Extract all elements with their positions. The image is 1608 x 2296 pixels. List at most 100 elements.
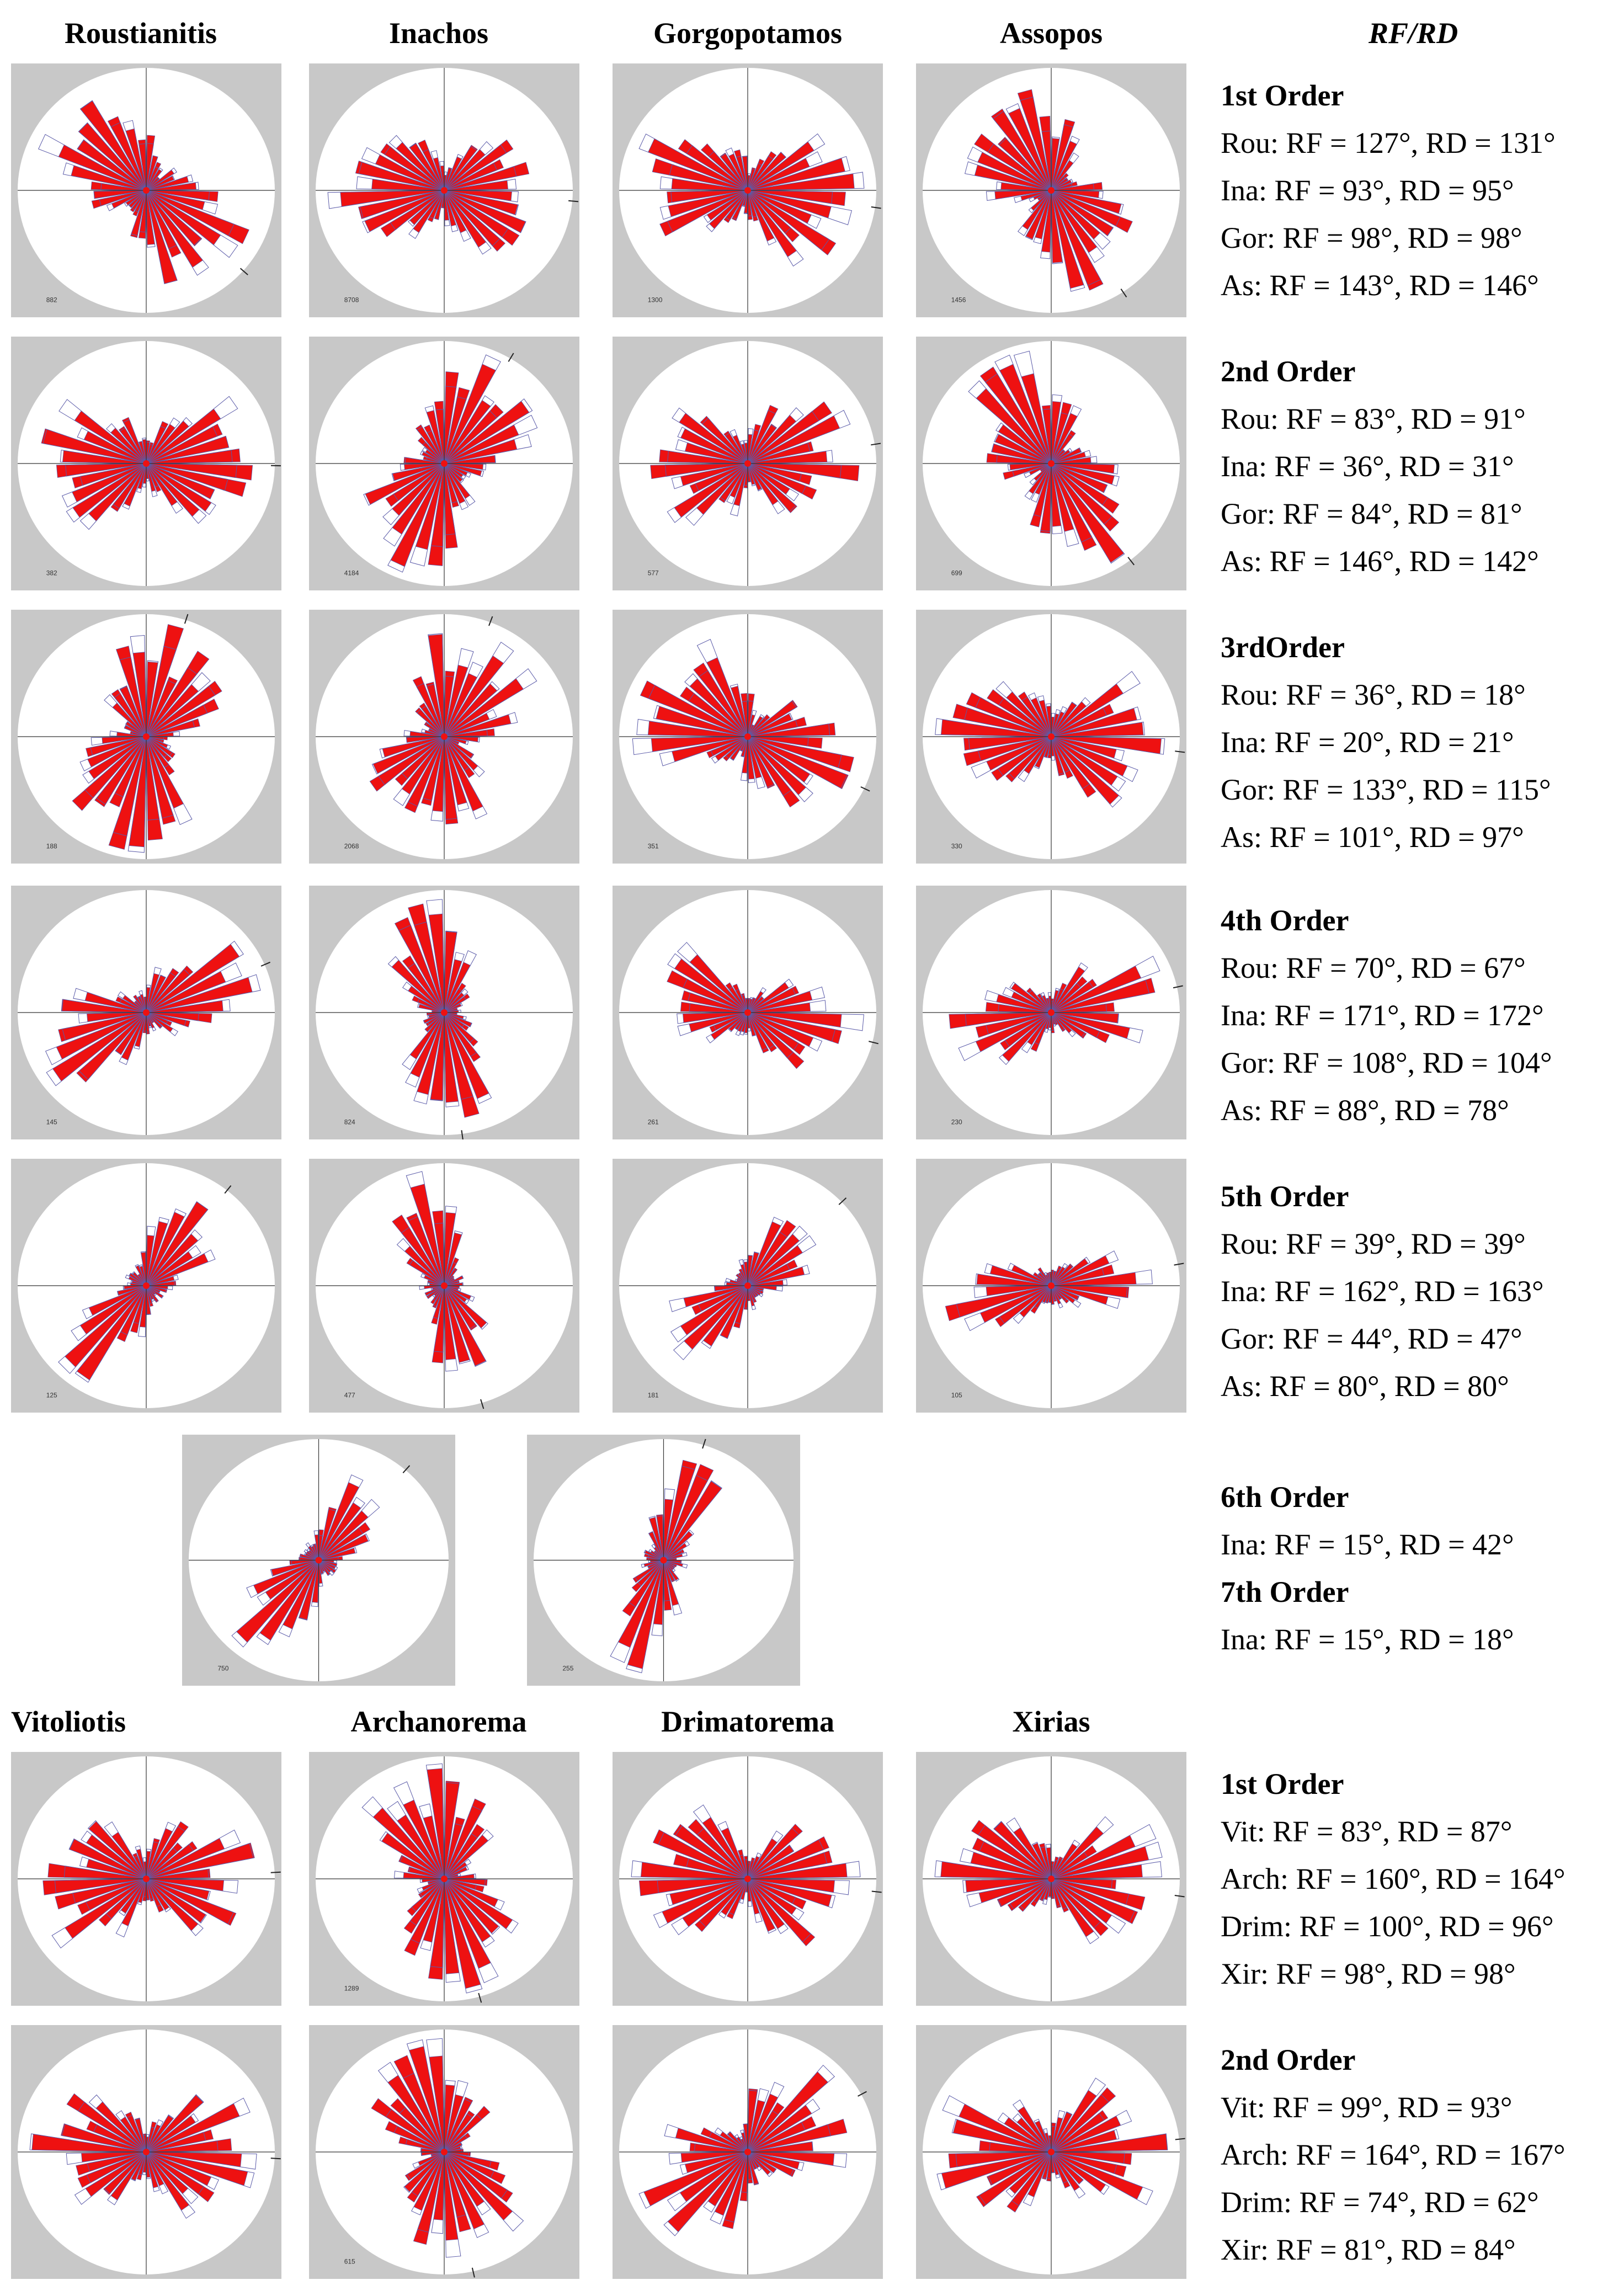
rose-petal-outline — [1051, 463, 1109, 506]
rose-petal-outline — [710, 2151, 748, 2225]
rose-petal-outline — [146, 1821, 177, 1879]
rose-petal-outline — [130, 635, 147, 737]
rose-petal-outline — [747, 1012, 799, 1051]
rose-petal-outline — [134, 1856, 147, 1879]
rose-petal-outline — [1051, 736, 1126, 792]
rose-petal-outline — [747, 736, 842, 769]
rose-petal-outline — [318, 1547, 358, 1560]
rose-svg — [613, 2025, 883, 2279]
rose-petal-outline — [747, 2098, 821, 2153]
rose-petal-outline — [409, 463, 445, 567]
rose-petal-outline — [1034, 2118, 1052, 2153]
rose-petal-outline — [958, 1012, 1052, 1061]
rose-petal-outline — [964, 1285, 1052, 1331]
rfrd-line: As: RF = 146°, RD = 142° — [1221, 545, 1539, 578]
rose-petal-outline — [1051, 124, 1074, 191]
rose-petal-outline — [747, 411, 819, 464]
rose-petal-outline — [120, 1285, 147, 1335]
rose-petal-outline — [747, 190, 830, 251]
rose-petal-outline — [146, 417, 180, 464]
rose-petal-outline — [406, 2039, 445, 2153]
rose-petal-outline — [444, 1230, 463, 1286]
rose-petal-outline — [444, 190, 492, 255]
rfrd-line: Rou: RF = 39°, RD = 39° — [1221, 1227, 1526, 1260]
rose-petal-outline — [257, 1560, 319, 1606]
rose-petal-outline — [1051, 988, 1060, 1013]
rose-petal-outline — [383, 463, 445, 547]
rose-petal-outline — [444, 455, 496, 464]
rose-petal-outline — [648, 1549, 664, 1560]
rose-petal-outline — [1033, 190, 1052, 244]
rose-petal-outline — [1051, 433, 1074, 464]
rose-petal-outline — [393, 1871, 445, 1879]
rose-petal-outline — [736, 156, 748, 191]
rose-petal-outline — [429, 728, 445, 737]
rose-petal-outline — [146, 672, 211, 737]
rose-petal-outline — [747, 190, 757, 218]
rose-svg: 181 — [613, 1159, 883, 1413]
rose-petal-outline — [1051, 1878, 1061, 1907]
resultant-direction-arrow — [1174, 1262, 1184, 1266]
rose-petal-outline — [146, 426, 218, 464]
rose-petal-outline — [1012, 2099, 1052, 2153]
rose-petal-outline — [444, 2080, 468, 2153]
rose-petal-outline — [86, 1878, 147, 1911]
rose-petal-outline — [146, 2151, 199, 2204]
rose-petal-outline — [146, 2127, 155, 2153]
rose-petal-outline — [146, 680, 176, 737]
rose-petal-outline — [1051, 709, 1061, 737]
rose-svg: 615 — [309, 2025, 579, 2279]
rose-petal-outline — [78, 122, 147, 191]
rose-petal-outline — [405, 2139, 445, 2153]
resultant-direction-arrow — [488, 616, 493, 626]
rose-petal-outline — [424, 1012, 445, 1032]
rose-petal-outline — [747, 1012, 794, 1059]
rose-petal-outline — [747, 1878, 763, 1923]
rose-petal-outline — [146, 1841, 159, 1879]
rose-petal-outline — [657, 1878, 748, 1894]
rose-petal-outline — [444, 398, 533, 464]
rose-petal-outline — [710, 736, 748, 757]
rose-petal-outline — [90, 736, 147, 756]
rose-svg: 750 — [182, 1435, 455, 1686]
rose-petal-outline — [971, 736, 1052, 779]
rose-petal-outline — [38, 134, 147, 191]
rose-center — [744, 2149, 751, 2155]
rose-petal-outline — [747, 1279, 787, 1286]
rose-petal-outline — [1051, 670, 1141, 737]
rose-petal-outline — [403, 730, 445, 737]
rose-svg: 477 — [309, 1159, 579, 1413]
rose-petal-outline — [58, 1285, 147, 1374]
rose-petal-outline — [706, 190, 748, 232]
rose-petal-outline — [1008, 736, 1052, 780]
rose-petal-outline — [96, 736, 147, 805]
rose-petal-outline — [146, 1829, 241, 1879]
rose-petal-outline — [663, 1475, 709, 1560]
rose-petal-outline — [747, 463, 756, 487]
rfrd-line: Gor: RF = 44°, RD = 47° — [1221, 1322, 1522, 1355]
rose-petal-outline — [423, 1012, 445, 1024]
rose-petal-outline — [747, 155, 774, 191]
column-header-drimatorema: Drimatorema — [661, 1705, 834, 1738]
rose-petal-outline — [747, 163, 763, 191]
rose-petal-outline — [137, 1878, 147, 1905]
rose-svg: 2068 — [309, 610, 579, 864]
rose-petal-outline — [725, 1278, 748, 1286]
rose-petal-outline — [304, 1549, 319, 1560]
rose-petal-outline — [361, 147, 445, 191]
rose-petal-outline — [747, 717, 767, 737]
rose-petal-outline — [962, 1878, 1052, 1893]
rose-diagram-roustianitis-1st-order: 882 — [11, 63, 281, 317]
rose-petal-outline — [407, 736, 445, 807]
rose-petal-outline — [146, 182, 199, 191]
rose-petal-outline — [444, 1285, 475, 1302]
rose-petal-outline — [444, 668, 537, 737]
rose-center — [441, 1282, 448, 1289]
rose-petal-outline — [146, 2097, 251, 2153]
rose-petal-outline — [1051, 178, 1068, 191]
rose-petal-outline — [663, 1550, 683, 1560]
rose-petal-outline — [725, 736, 748, 759]
rose-petal-outline — [146, 667, 198, 737]
rose-petal-outline — [419, 1878, 445, 1897]
rose-petal-outline — [747, 190, 833, 204]
